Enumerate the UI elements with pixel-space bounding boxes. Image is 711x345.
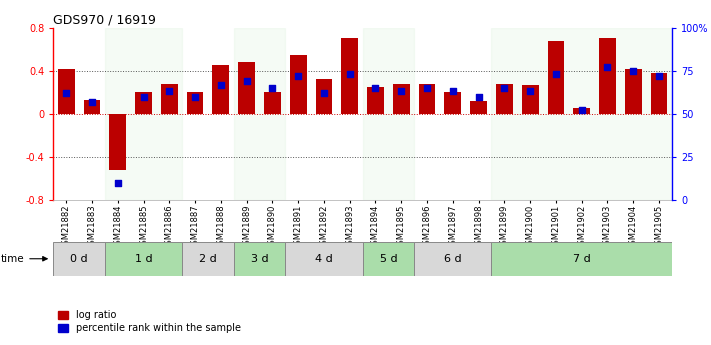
Bar xyxy=(491,241,672,276)
Bar xyxy=(444,92,461,114)
Bar xyxy=(84,100,100,114)
Point xyxy=(550,71,562,77)
Bar xyxy=(625,69,641,114)
Bar xyxy=(522,85,538,114)
Bar xyxy=(238,62,255,114)
Bar xyxy=(316,79,332,114)
Bar xyxy=(367,87,384,114)
Bar xyxy=(234,241,285,276)
Text: 2 d: 2 d xyxy=(199,254,217,264)
Point xyxy=(344,71,356,77)
Bar xyxy=(53,241,105,276)
Point xyxy=(60,90,72,96)
Bar xyxy=(547,41,565,114)
Bar xyxy=(290,55,306,114)
Point xyxy=(576,108,587,113)
Bar xyxy=(496,84,513,114)
Point xyxy=(395,89,407,94)
Point xyxy=(292,73,304,79)
Bar xyxy=(393,84,410,114)
Text: GDS970 / 16919: GDS970 / 16919 xyxy=(53,13,156,27)
Point xyxy=(112,180,124,186)
Text: time: time xyxy=(1,254,24,264)
Bar xyxy=(341,38,358,114)
Text: 4 d: 4 d xyxy=(315,254,333,264)
Point xyxy=(267,85,278,91)
Bar xyxy=(234,28,285,200)
Bar xyxy=(58,69,75,114)
Point xyxy=(447,89,459,94)
Bar xyxy=(491,28,672,200)
Point xyxy=(653,73,665,79)
Point xyxy=(602,65,613,70)
Point xyxy=(138,94,149,99)
Bar xyxy=(363,241,414,276)
Bar xyxy=(182,241,234,276)
Bar xyxy=(213,65,229,114)
Point xyxy=(189,94,201,99)
Bar xyxy=(109,114,126,170)
Point xyxy=(86,99,97,105)
Point xyxy=(422,85,433,91)
Bar xyxy=(285,241,363,276)
Bar xyxy=(419,84,435,114)
Bar xyxy=(599,38,616,114)
Bar xyxy=(161,84,178,114)
Text: 0 d: 0 d xyxy=(70,254,88,264)
Legend: log ratio, percentile rank within the sample: log ratio, percentile rank within the sa… xyxy=(58,310,241,333)
Point xyxy=(164,89,175,94)
Bar xyxy=(573,108,590,114)
Text: 5 d: 5 d xyxy=(380,254,397,264)
Text: 3 d: 3 d xyxy=(251,254,268,264)
Text: 7 d: 7 d xyxy=(573,254,591,264)
Bar xyxy=(105,28,182,200)
Point xyxy=(215,82,227,87)
Bar xyxy=(264,92,281,114)
Point xyxy=(498,85,510,91)
Point xyxy=(370,85,381,91)
Bar xyxy=(105,241,182,276)
Point xyxy=(319,90,330,96)
Bar xyxy=(135,92,152,114)
Point xyxy=(241,78,252,84)
Bar xyxy=(470,101,487,114)
Text: 1 d: 1 d xyxy=(134,254,152,264)
Point xyxy=(473,94,484,99)
Bar xyxy=(414,241,491,276)
Point xyxy=(525,89,536,94)
Text: 6 d: 6 d xyxy=(444,254,461,264)
Bar xyxy=(651,73,668,114)
Point xyxy=(628,68,639,73)
Bar xyxy=(363,28,414,200)
Bar xyxy=(187,92,203,114)
